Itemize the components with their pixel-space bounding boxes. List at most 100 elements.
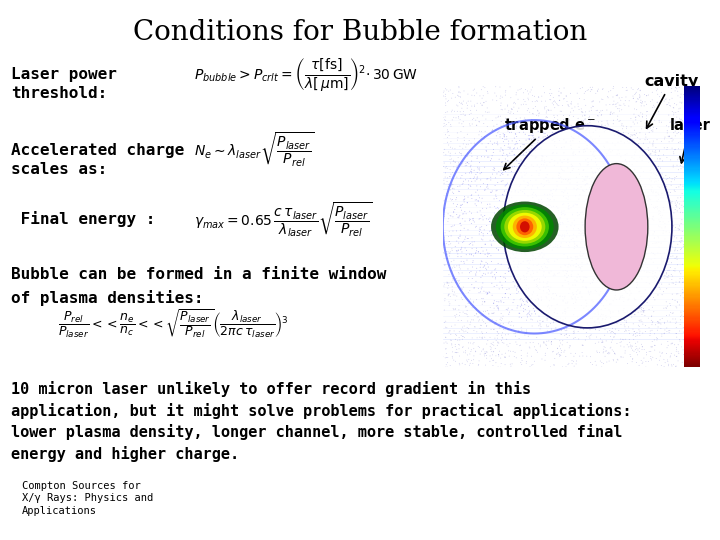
Point: [661, 145, 672, 154]
Point: [480, 146, 492, 154]
Point: [648, 137, 660, 145]
Point: [538, 246, 549, 254]
Point: [521, 329, 532, 338]
Point: [454, 361, 465, 369]
Point: [465, 167, 477, 176]
Point: [662, 302, 673, 310]
Point: [588, 195, 599, 204]
Point: [513, 327, 524, 335]
Point: [541, 282, 553, 291]
Point: [577, 210, 589, 219]
Point: [656, 280, 667, 288]
Point: [641, 112, 652, 120]
Point: [639, 98, 651, 106]
Point: [515, 161, 526, 170]
Point: [638, 293, 649, 301]
Point: [629, 165, 641, 174]
Point: [552, 300, 563, 309]
Point: [567, 211, 578, 219]
Point: [469, 284, 480, 292]
Point: [654, 218, 665, 226]
Point: [456, 245, 467, 253]
Point: [566, 163, 577, 171]
Point: [613, 211, 624, 220]
Point: [667, 279, 678, 287]
Point: [487, 348, 499, 356]
Point: [569, 103, 580, 111]
Point: [456, 359, 468, 368]
Point: [495, 314, 507, 322]
Point: [670, 302, 682, 311]
Point: [556, 326, 567, 335]
Point: [595, 276, 607, 285]
Point: [561, 330, 572, 339]
Point: [481, 340, 492, 348]
Point: [595, 215, 607, 224]
Point: [452, 213, 464, 221]
Point: [504, 212, 516, 221]
Point: [636, 342, 648, 351]
Point: [498, 325, 509, 334]
Point: [606, 300, 617, 308]
Point: [613, 172, 624, 180]
Point: [614, 338, 626, 347]
Point: [543, 106, 554, 114]
Point: [593, 193, 604, 202]
Point: [629, 274, 640, 283]
Point: [516, 346, 527, 355]
Point: [651, 124, 662, 133]
Point: [454, 263, 465, 272]
Point: [516, 356, 528, 365]
Point: [446, 246, 458, 255]
Point: [534, 109, 545, 117]
Point: [522, 264, 534, 272]
Point: [608, 84, 619, 93]
Point: [592, 193, 603, 201]
Point: [576, 107, 588, 116]
Point: [449, 149, 461, 158]
Point: [462, 97, 474, 105]
Point: [540, 173, 552, 181]
Point: [567, 234, 579, 242]
Point: [581, 299, 593, 308]
Point: [559, 271, 570, 280]
Point: [482, 108, 493, 117]
Point: [552, 349, 563, 358]
Point: [449, 291, 461, 299]
Point: [611, 274, 622, 282]
Point: [469, 322, 480, 331]
Point: [508, 103, 520, 111]
Point: [510, 124, 522, 132]
Point: [523, 179, 534, 187]
Point: [523, 134, 534, 143]
Point: [583, 251, 595, 260]
Point: [595, 255, 606, 264]
Point: [499, 141, 510, 150]
Point: [562, 164, 573, 172]
Point: [675, 116, 686, 124]
Point: [662, 337, 673, 346]
Point: [627, 246, 639, 255]
Point: [503, 259, 514, 267]
Point: [580, 273, 591, 281]
Point: [621, 124, 632, 132]
Point: [497, 234, 508, 243]
Point: [628, 197, 639, 205]
Point: [523, 308, 535, 317]
Point: [500, 274, 511, 282]
Point: [444, 261, 455, 269]
Point: [438, 248, 449, 256]
Point: [503, 166, 515, 174]
Point: [587, 179, 598, 187]
Point: [541, 255, 553, 264]
Point: [445, 120, 456, 129]
Point: [660, 304, 672, 313]
Point: [586, 156, 598, 164]
Point: [572, 100, 584, 109]
Point: [656, 224, 667, 232]
Point: [474, 166, 485, 174]
Point: [607, 161, 618, 170]
Point: [497, 227, 508, 235]
Point: [506, 317, 518, 326]
Point: [563, 202, 575, 211]
